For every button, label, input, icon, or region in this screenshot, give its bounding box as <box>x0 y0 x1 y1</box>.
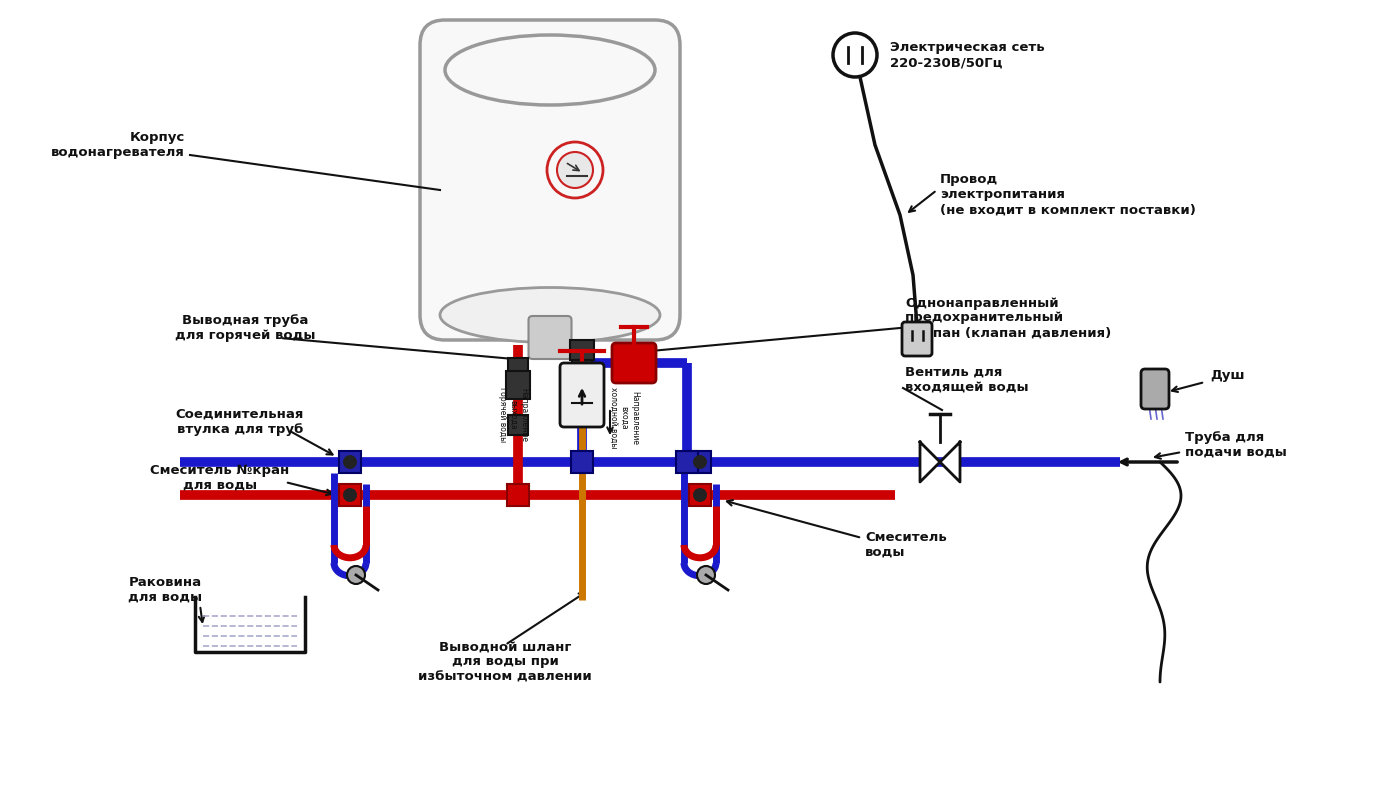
Circle shape <box>347 566 365 584</box>
Bar <box>508 358 529 380</box>
Text: Электрическая сеть
220-230В/50Гц: Электрическая сеть 220-230В/50Гц <box>890 41 1045 69</box>
Text: Труба для
подачи воды: Труба для подачи воды <box>1185 431 1287 459</box>
FancyBboxPatch shape <box>529 316 572 359</box>
Bar <box>507 371 530 399</box>
Circle shape <box>693 488 707 502</box>
Text: Выводная труба
для горячей воды: Выводная труба для горячей воды <box>174 314 316 342</box>
Text: Раковина
для воды: Раковина для воды <box>127 576 202 604</box>
Bar <box>507 484 529 506</box>
Ellipse shape <box>446 35 655 105</box>
Ellipse shape <box>440 287 660 342</box>
Circle shape <box>693 455 707 469</box>
Polygon shape <box>940 442 960 482</box>
Bar <box>570 340 594 360</box>
Bar <box>572 358 592 380</box>
Text: Смеситель
воды: Смеситель воды <box>865 531 947 559</box>
Circle shape <box>343 488 357 502</box>
Circle shape <box>698 566 716 584</box>
Circle shape <box>556 152 592 188</box>
Bar <box>675 451 698 473</box>
Circle shape <box>343 455 357 469</box>
Text: Провод
электропитания
(не входит в комплект поставки): Провод электропитания (не входит в компл… <box>940 174 1196 217</box>
Bar <box>339 451 361 473</box>
Text: Смеситель №кран
для воды: Смеситель №кран для воды <box>151 464 289 492</box>
Text: Однонаправленный
предохранительный
клапан (клапан давления): Однонаправленный предохранительный клапа… <box>905 297 1111 339</box>
Bar <box>339 484 361 506</box>
FancyBboxPatch shape <box>561 363 603 427</box>
Text: Направление
выхода
горячей воды: Направление выхода горячей воды <box>498 387 527 442</box>
Circle shape <box>833 33 877 77</box>
FancyBboxPatch shape <box>419 20 680 340</box>
Text: Выводной шланг
для воды при
избыточном давлении: Выводной шланг для воды при избыточном д… <box>418 641 592 683</box>
Text: Соединительная
втулка для труб: Соединительная втулка для труб <box>176 408 304 436</box>
Text: Корпус
водонагревателя: Корпус водонагревателя <box>51 131 185 159</box>
Bar <box>572 451 592 473</box>
Text: Направление
входа
холодной воды: Направление входа холодной воды <box>609 387 639 449</box>
Text: Душ: Душ <box>1210 369 1244 382</box>
FancyBboxPatch shape <box>902 322 931 356</box>
Bar <box>689 451 711 473</box>
Bar <box>689 484 711 506</box>
FancyBboxPatch shape <box>612 343 656 383</box>
Bar <box>508 415 529 435</box>
FancyBboxPatch shape <box>1140 369 1169 409</box>
Circle shape <box>547 142 603 198</box>
Polygon shape <box>920 442 940 482</box>
Text: Вентиль для
входящей воды: Вентиль для входящей воды <box>905 366 1028 394</box>
